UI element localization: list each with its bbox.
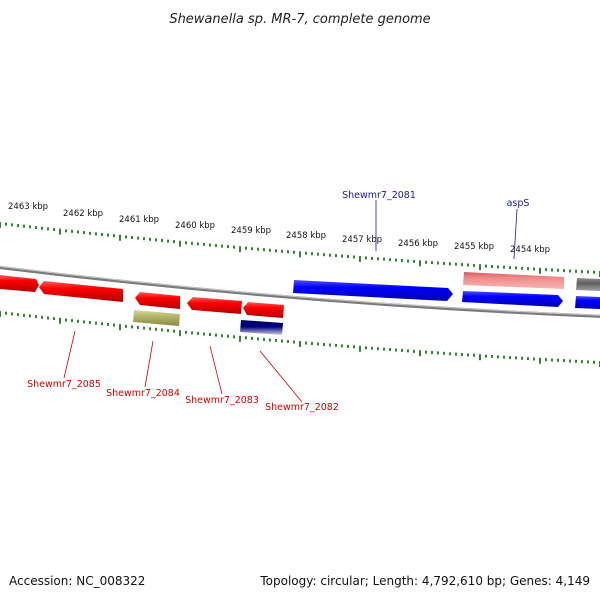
gene-olive-feature[interactable] [133,310,180,326]
scale-label: 2456 kbp [398,239,438,249]
gene-label-shewmr7-2081[interactable]: Shewmr7_2081 [342,190,416,201]
scale-label: 2459 kbp [231,226,271,236]
gene-blue-cds-edge[interactable] [575,296,600,309]
gene-label-shewmr7-2083[interactable]: Shewmr7_2083 [185,395,259,406]
scale-label: 2458 kbp [286,231,326,241]
genome-summary-text: Topology: circular; Length: 4,792,610 bp… [260,574,590,588]
gene-label-shewmr7-2082[interactable]: Shewmr7_2082 [265,402,339,413]
leader-shewmr7-2085 [63,330,76,379]
gene-gray-feature[interactable] [576,278,600,291]
gene-navy-feature[interactable] [240,320,283,335]
label-leader-lines [63,200,518,403]
gene-shewmr7-2083[interactable] [187,297,242,314]
gene-shewmr7-2081[interactable] [293,280,453,301]
gene-label-asps[interactable]: aspS [507,198,530,209]
genome-backbone-highlight [0,265,600,316]
scale-label: 2461 kbp [119,215,159,225]
scale-label: 2460 kbp [175,221,215,231]
leader-asps [513,208,518,260]
leader-shewmr7-2083 [209,345,223,395]
scale-label: 2455 kbp [454,242,494,252]
forward-strand-features [293,272,600,309]
gene-label-shewmr7-2085[interactable]: Shewmr7_2085 [27,379,101,390]
genome-backbone [0,265,600,318]
gene-asps-trna[interactable] [463,272,564,289]
scale-label: 2457 kbp [342,235,382,245]
scale-label: 2462 kbp [63,209,103,219]
scale-label: 2463 kbp [8,202,48,212]
gene-shewmr7-2082[interactable] [243,302,284,318]
leader-shewmr7-2084 [144,340,154,388]
gene-shewmr7-2085[interactable] [39,281,123,302]
gene-label-shewmr7-2084[interactable]: Shewmr7_2084 [106,388,180,399]
gene-blue-cds[interactable] [462,291,563,307]
gene-labels: Shewmr7_2081 aspS Shewmr7_2085 Shewmr7_2… [27,190,529,413]
scale-label: 2454 kbp [510,245,550,255]
accession-text: Accession: NC_008322 [9,574,146,588]
gene-red-cds-edge[interactable] [0,275,39,292]
scale-labels: 2463 kbp 2462 kbp 2461 kbp 2460 kbp 2459… [8,202,550,255]
reverse-strand-features [0,275,284,335]
inner-scale-ticks [0,311,600,367]
outer-scale-ticks [0,222,600,277]
leader-shewmr7-2082 [259,350,303,403]
gene-shewmr7-2084[interactable] [135,292,180,309]
map-title: Shewanella sp. MR-7, complete genome [169,12,430,27]
